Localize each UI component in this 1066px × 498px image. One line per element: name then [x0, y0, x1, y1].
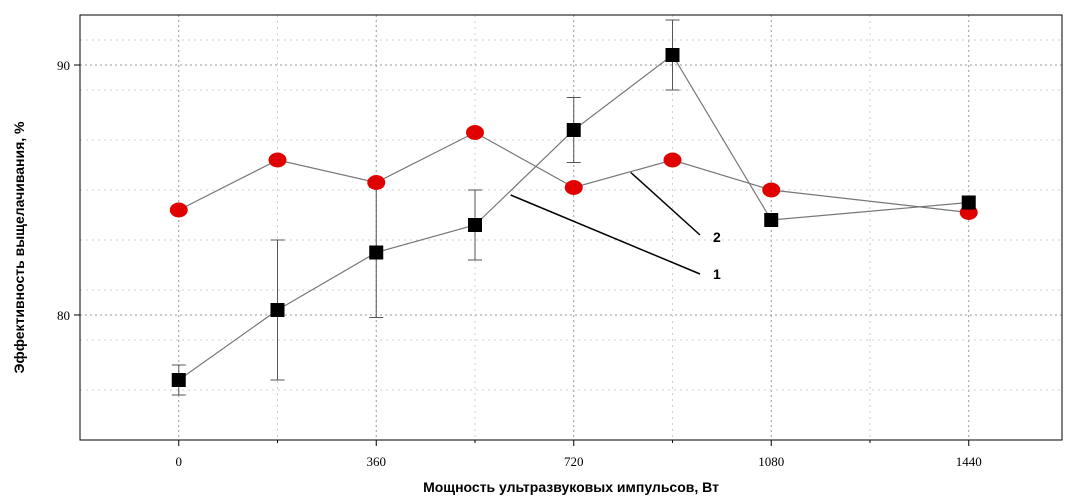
series-1-point	[764, 213, 779, 227]
series-1-point	[270, 303, 285, 317]
y-axis-title: Эффективность выщелачивания, %	[11, 121, 27, 374]
series-2-point	[564, 180, 583, 195]
x-tick-label: 1440	[956, 454, 982, 469]
x-tick-label: 1080	[758, 454, 784, 469]
series-line-2	[178, 131, 969, 214]
series-1-point	[467, 218, 482, 232]
series-markers	[169, 48, 978, 387]
series-1-point	[171, 373, 186, 387]
plot-frame	[79, 14, 1063, 441]
series-line-1	[178, 54, 969, 381]
x-tick-label: 360	[366, 454, 386, 469]
series-2-point	[663, 152, 682, 168]
callout-label-1: 1	[713, 266, 721, 282]
series-2-point	[465, 125, 484, 140]
x-tick-label: 720	[564, 454, 584, 469]
error-bars	[171, 19, 680, 396]
callout-leader-1	[510, 194, 701, 275]
callout-label-2: 2	[713, 229, 721, 245]
series-lines	[178, 54, 969, 381]
series-2-point	[367, 175, 386, 190]
series-2-point	[762, 182, 781, 198]
x-axis-title: Мощность ультразвуковых импульсов, Вт	[423, 479, 719, 495]
x-tick-label: 0	[175, 454, 182, 469]
callouts: 12	[510, 171, 721, 282]
callout-leader-2	[630, 171, 701, 236]
series-1-point	[961, 195, 976, 210]
tick-labels: 0 360 720 1080 1440 80 90	[57, 58, 982, 469]
series-1-point	[566, 123, 581, 137]
y-tick-label: 90	[57, 58, 70, 73]
axis-ticks	[74, 64, 970, 446]
series-1-point	[665, 48, 680, 62]
grid	[80, 15, 1062, 440]
series-2-point	[268, 152, 287, 168]
series-1-point	[369, 245, 384, 260]
y-tick-label: 80	[57, 308, 70, 323]
series-2-point	[169, 202, 188, 218]
